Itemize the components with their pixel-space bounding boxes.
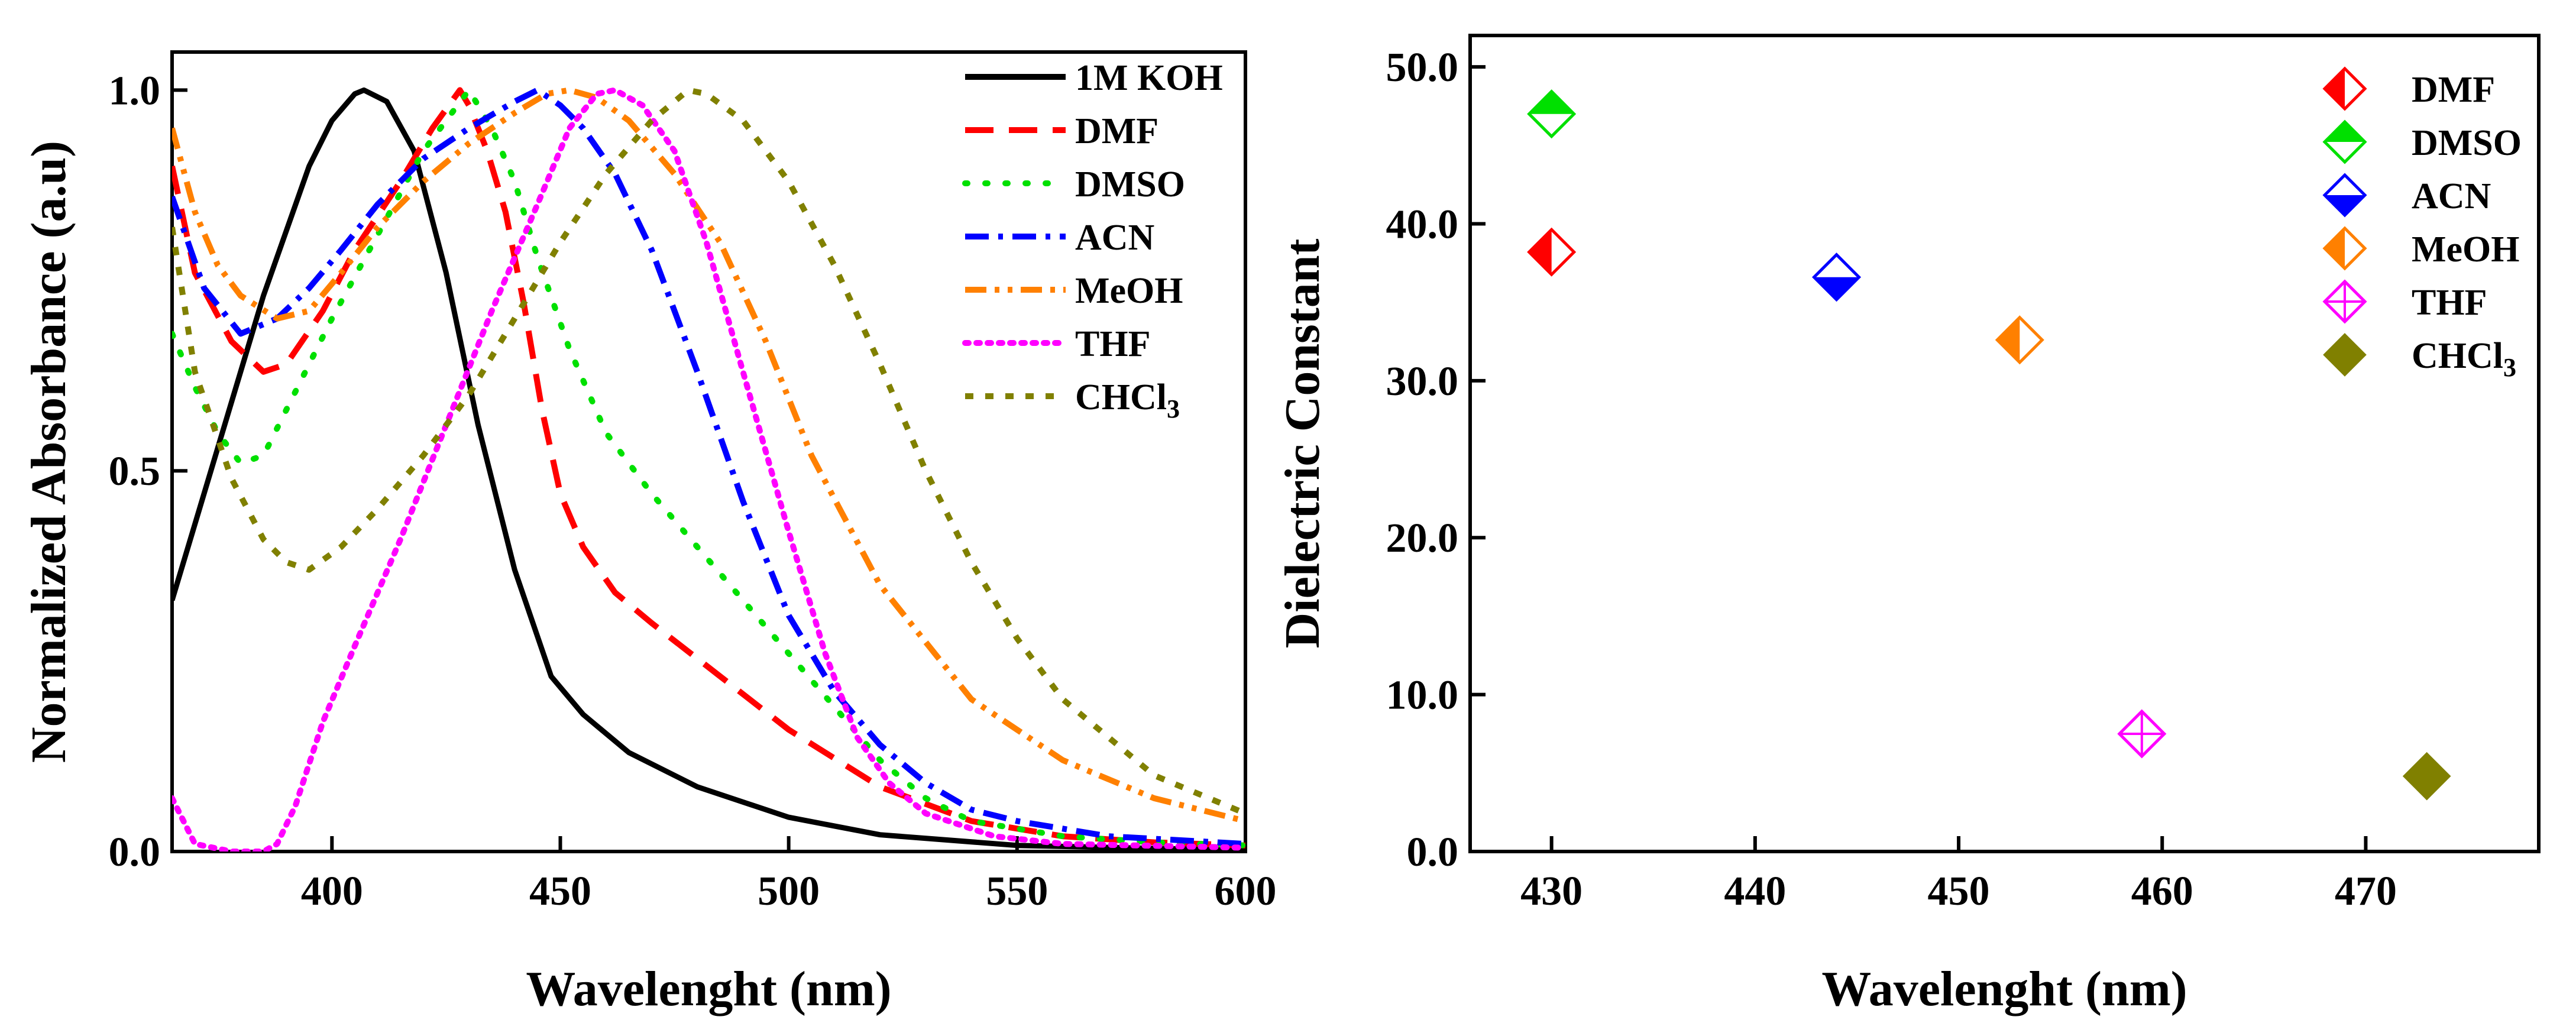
legend-label-sub: 3: [1167, 394, 1180, 423]
legend: 1M KOH DMF DMSO ACN MeOH THF CHCl3: [962, 58, 1223, 423]
point-dmso: [1527, 89, 1577, 139]
point-chcl3: [2402, 752, 2451, 801]
series-line-meoh: [172, 87, 1245, 824]
legend-label: DMSO: [1075, 164, 1185, 205]
legend-label: THF: [2412, 283, 2487, 323]
marker-outline: [2322, 279, 2367, 324]
x-tick-label: 440: [1724, 869, 1786, 914]
y-tick-label: 10.0: [1386, 673, 1459, 718]
legend-label: THF: [1075, 324, 1150, 364]
legend-swatch: [2322, 173, 2367, 218]
marker-half-fill: [2325, 195, 2365, 215]
legend-label: MeOH: [2412, 229, 2520, 270]
legend-swatch: [2323, 333, 2367, 377]
y-tick-label: 1.0: [109, 68, 161, 114]
legend-swatch: [2322, 226, 2367, 271]
marker-outline: [1527, 89, 1577, 139]
marker-outline: [1995, 315, 2044, 365]
marker-outline: [1527, 227, 1577, 277]
y-tick-label: 40.0: [1386, 202, 1459, 247]
legend-label: ACN: [2412, 176, 2491, 216]
marker-outline: [2322, 119, 2367, 164]
marker-half-fill: [1814, 277, 1859, 300]
legend-label-sub: 3: [2503, 353, 2516, 382]
y-tick-label: 20.0: [1386, 516, 1459, 561]
x-tick-label: 500: [758, 869, 820, 914]
dielectric-chart: 430 440 450 460 470 0.0 10.0 20.0 30.0 40.0 50.0 Wa…: [1275, 34, 2541, 1016]
y-axis-title: Dielectric Constant: [1275, 239, 1330, 649]
point-meoh: [1995, 315, 2044, 365]
legend-label: MeOH: [1075, 271, 1183, 311]
x-tick-label: 460: [2131, 869, 2193, 914]
series-line-dmso: [172, 87, 1245, 849]
y-tick-label: 0.0: [109, 830, 161, 875]
marker-outline: [1812, 252, 1862, 302]
legend-label: CHCl3: [2412, 336, 2516, 382]
marker-half-fill: [2325, 69, 2345, 109]
x-tick-label: 450: [529, 869, 591, 914]
scatter-points: [1527, 89, 2451, 801]
series-line-chcl3: [172, 87, 1245, 817]
y-tick-label: 0.5: [109, 449, 161, 494]
marker-half-fill: [1529, 91, 1574, 114]
legend-label: CHCl3: [1075, 377, 1180, 423]
marker-half-fill: [2325, 228, 2345, 268]
legend-swatch: [2322, 119, 2367, 164]
series-line-1m-koh: [172, 87, 1245, 852]
marker-half-fill: [1997, 317, 2020, 362]
x-tick-label: 470: [2335, 869, 2397, 914]
marker-fill: [2323, 333, 2367, 377]
marker-outline: [2117, 709, 2167, 759]
y-tick-label: 0.0: [1407, 830, 1459, 875]
y-tick-label: 30.0: [1386, 359, 1459, 404]
x-tick-label: 450: [1928, 869, 1990, 914]
legend-label-main: CHCl: [1075, 377, 1167, 417]
legend-label: ACN: [1075, 218, 1154, 258]
plot-frame: [1468, 34, 2541, 853]
legend-label-main: CHCl: [2412, 336, 2503, 376]
legend-label: DMSO: [2412, 123, 2522, 163]
legend-swatch: [2322, 66, 2367, 111]
point-thf: [2117, 709, 2167, 759]
marker-outline: [2322, 226, 2367, 271]
x-tick-label: 430: [1520, 869, 1583, 914]
legend-label: DMF: [2412, 70, 2495, 110]
x-tick-label: 550: [986, 869, 1048, 914]
series-line-acn: [172, 87, 1245, 847]
marker-outline: [2322, 173, 2367, 218]
y-axis-title: Normalized Absorbance (a.u): [21, 141, 76, 763]
marker-half-fill: [2325, 122, 2365, 142]
marker-half-fill: [1529, 229, 1552, 275]
series-line-thf: [172, 87, 1245, 852]
x-tick-label: 600: [1215, 869, 1277, 914]
marker-fill: [2402, 752, 2451, 801]
point-acn: [1812, 252, 1862, 302]
plot-frame: [170, 50, 1247, 853]
point-dmf: [1527, 227, 1577, 277]
legend-label: 1M KOH: [1075, 58, 1223, 98]
x-axis-title: Wavelenght (nm): [526, 961, 891, 1016]
series-lines: [172, 87, 1245, 852]
y-tick-label: 50.0: [1386, 45, 1459, 90]
legend-label: DMF: [1075, 111, 1158, 151]
x-tick-label: 400: [301, 869, 363, 914]
legend-swatch: [2322, 279, 2367, 324]
marker-outline: [2322, 66, 2367, 111]
x-axis-title: Wavelenght (nm): [1821, 961, 2187, 1016]
absorbance-chart: 400 450 500 550 600 0.0 0.5 1.0 Wavelenght (nm) N…: [21, 50, 1277, 1016]
legend: DMF DMSO ACN MeOH THF CHCl3: [2322, 66, 2522, 382]
